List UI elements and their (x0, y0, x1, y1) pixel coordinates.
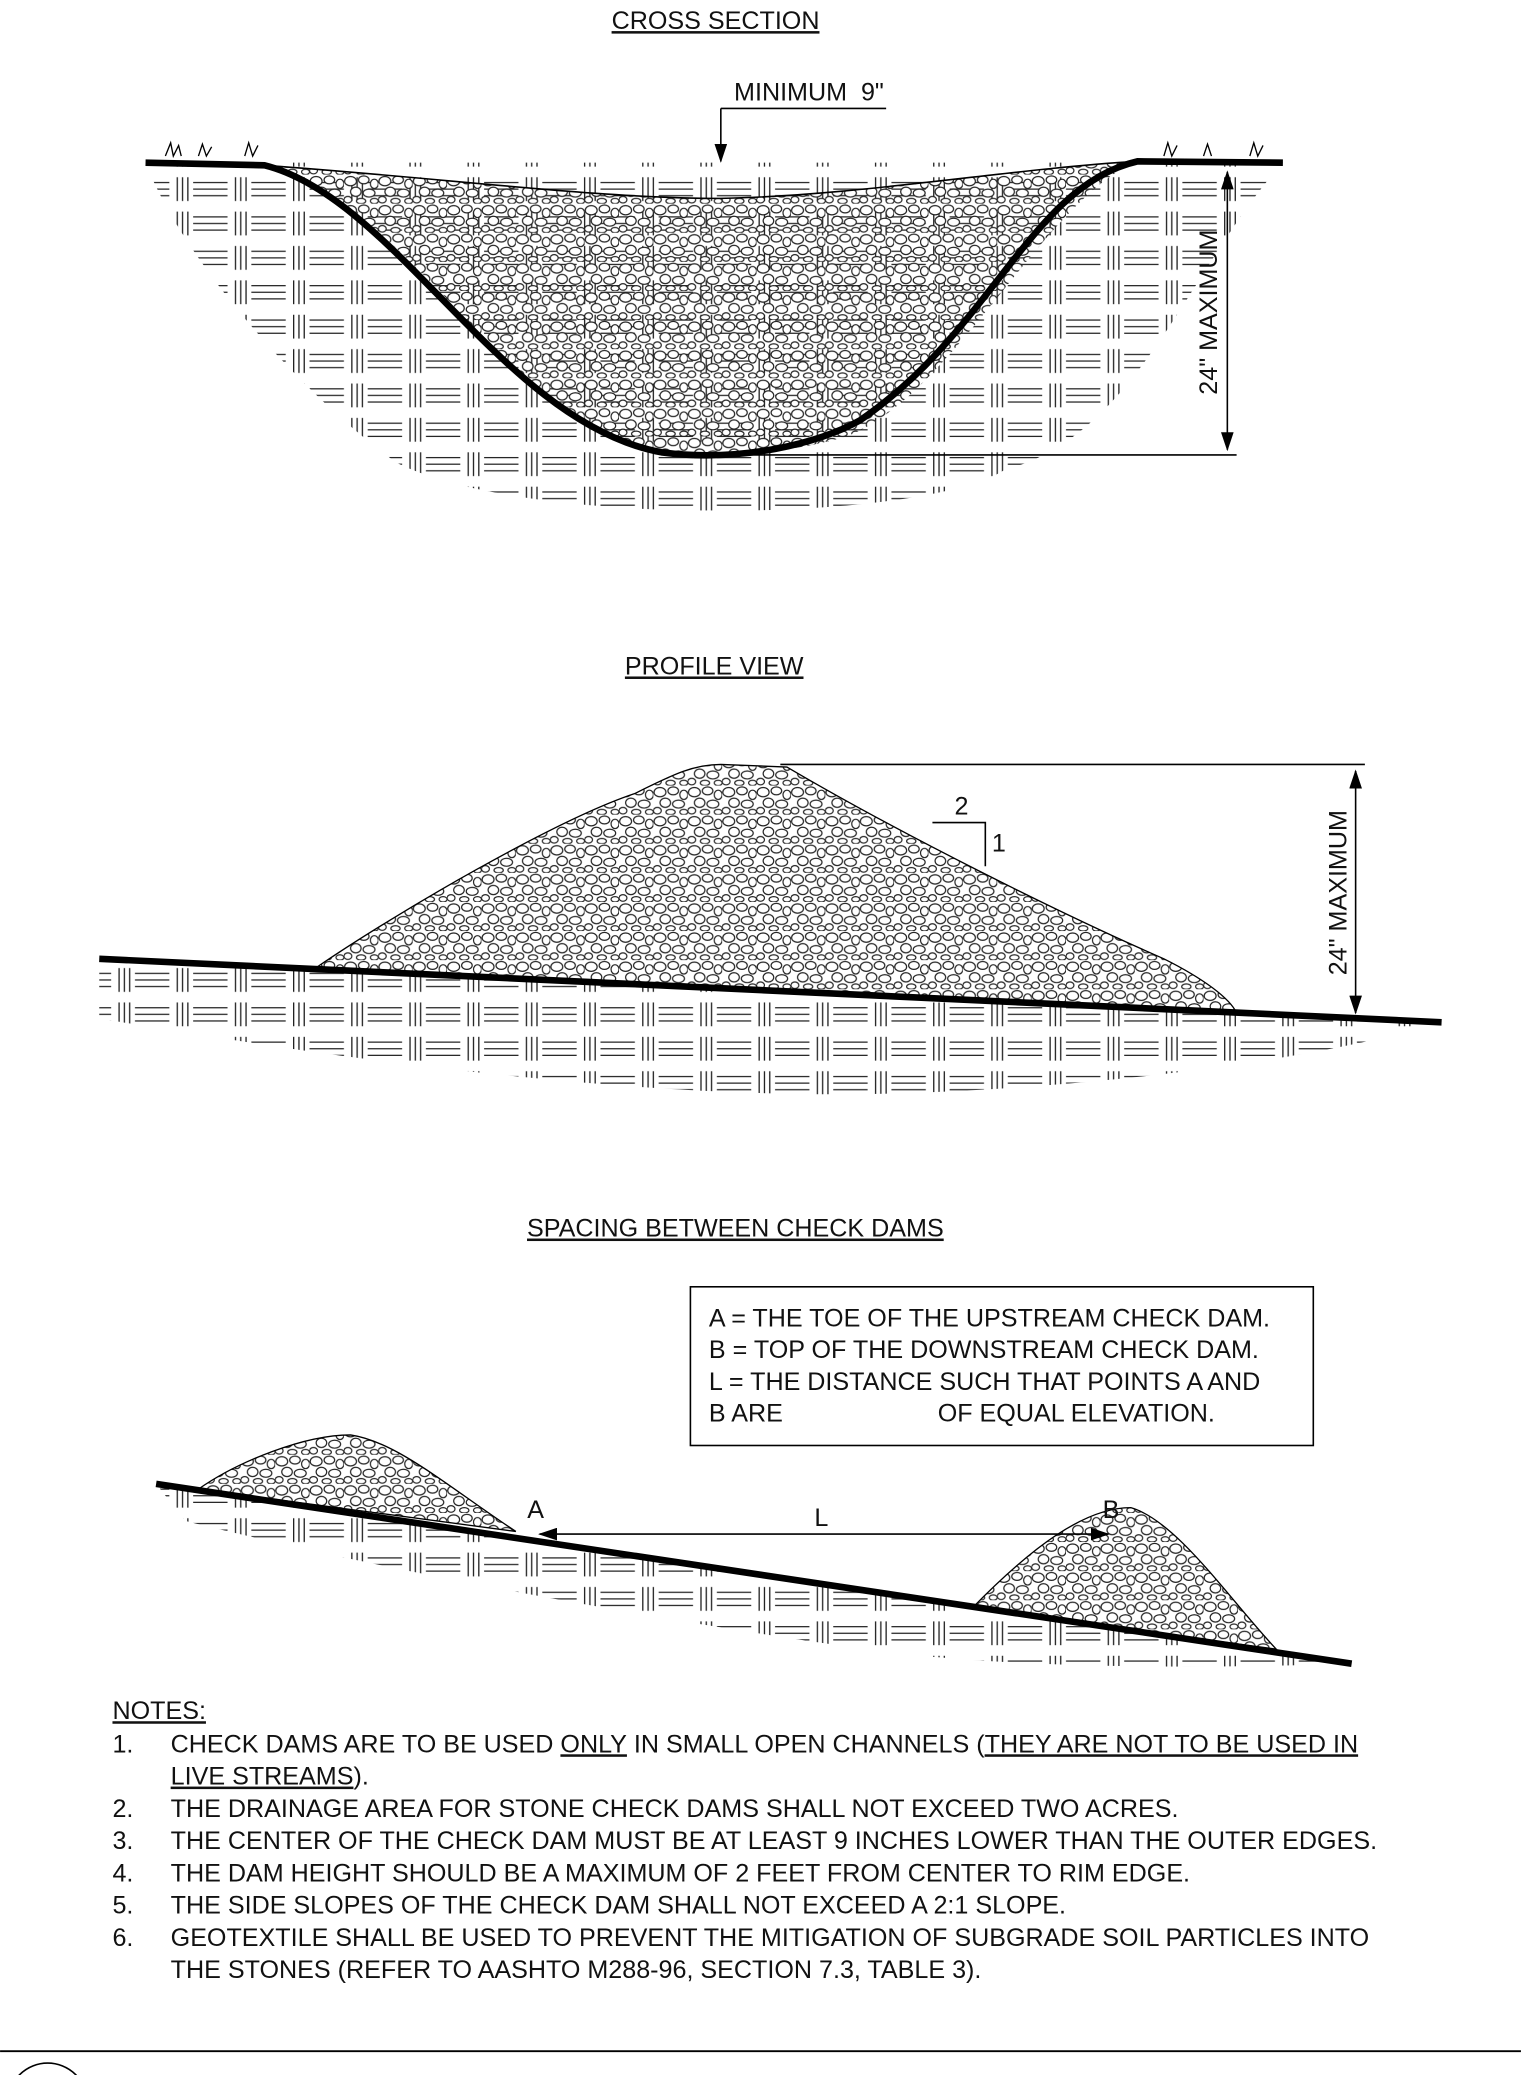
legend-line: L = THE DISTANCE SUCH THAT POINTS A AND (709, 1368, 1260, 1396)
note-segment: ONLY (560, 1730, 627, 1758)
point-label: A (527, 1496, 544, 1524)
drawing-sheet: CROSS SECTION MINIMUM 9" 24" MAXIMUM PRO… (0, 0, 1521, 2075)
note-text: THE DRAINAGE AREA FOR STONE CHECK DAMS S… (171, 1795, 1179, 1823)
note-text: THE CENTER OF THE CHECK DAM MUST BE AT L… (171, 1827, 1377, 1855)
note-segment: THE DRAINAGE AREA FOR STONE CHECK DAMS S… (171, 1795, 1179, 1823)
section-title: SPACING BETWEEN CHECK DAMS (527, 1215, 944, 1243)
note-text: GEOTEXTILE SHALL BE USED TO PREVENT THE … (171, 1924, 1370, 1952)
point-label: B (1103, 1496, 1120, 1524)
note-text: THE STONES (REFER TO AASHTO M288-96, SEC… (171, 1956, 982, 1984)
note-segment: IN SMALL OPEN CHANNELS ( (627, 1730, 985, 1758)
note-text: THE DAM HEIGHT SHOULD BE A MAXIMUM OF 2 … (171, 1859, 1190, 1887)
dimension-label: MINIMUM 9" (734, 79, 884, 107)
legend-line: B ARE (709, 1400, 783, 1428)
note-number: 2. (112, 1795, 133, 1823)
note-number: 6. (112, 1924, 133, 1952)
note-text: THE SIDE SLOPES OF THE CHECK DAM SHALL N… (171, 1892, 1066, 1920)
note-number: 1. (112, 1730, 133, 1758)
notes-list: 1. CHECK DAMS ARE TO BE USED ONLY IN SMAL… (112, 1730, 1377, 1984)
note-segment: THE SIDE SLOPES OF THE CHECK DAM SHALL N… (171, 1892, 1066, 1920)
sheet-symbol (8, 2063, 87, 2075)
note-segment: THE DAM HEIGHT SHOULD BE A MAXIMUM OF 2 … (171, 1859, 1190, 1887)
note-segment: LIVE STREAMS (171, 1763, 354, 1791)
legend-line: A = THE TOE OF THE UPSTREAM CHECK DAM. (709, 1304, 1270, 1332)
dimension-label: 24" MAXIMUM (1324, 810, 1352, 975)
note-segment: CHECK DAMS ARE TO BE USED (171, 1730, 561, 1758)
notes-heading: NOTES: (112, 1697, 205, 1725)
note-text: LIVE STREAMS). (171, 1763, 369, 1791)
note-text: CHECK DAMS ARE TO BE USED ONLY IN SMALL … (171, 1730, 1358, 1758)
distance-label: L (814, 1504, 828, 1532)
dimension-label: 24" MAXIMUM (1195, 230, 1223, 395)
legend-line: OF EQUAL ELEVATION. (938, 1400, 1215, 1428)
section-title: PROFILE VIEW (625, 652, 804, 680)
note-segment: THE CENTER OF THE CHECK DAM MUST BE AT L… (171, 1827, 1377, 1855)
slope-run: 2 (955, 793, 969, 821)
note-segment: ). (353, 1763, 368, 1791)
note-number: 4. (112, 1859, 133, 1887)
slope-rise: 1 (992, 830, 1006, 858)
note-number: 5. (112, 1892, 133, 1920)
section-title: CROSS SECTION (612, 7, 820, 35)
note-number: 3. (112, 1827, 133, 1855)
note-segment: GEOTEXTILE SHALL BE USED TO PREVENT THE … (171, 1924, 1370, 1952)
legend-line: B = TOP OF THE DOWNSTREAM CHECK DAM. (709, 1336, 1259, 1364)
note-segment: THEY ARE NOT TO BE USED IN (985, 1730, 1358, 1758)
note-segment: THE STONES (REFER TO AASHTO M288-96, SEC… (171, 1956, 982, 1984)
grass (165, 143, 1263, 156)
